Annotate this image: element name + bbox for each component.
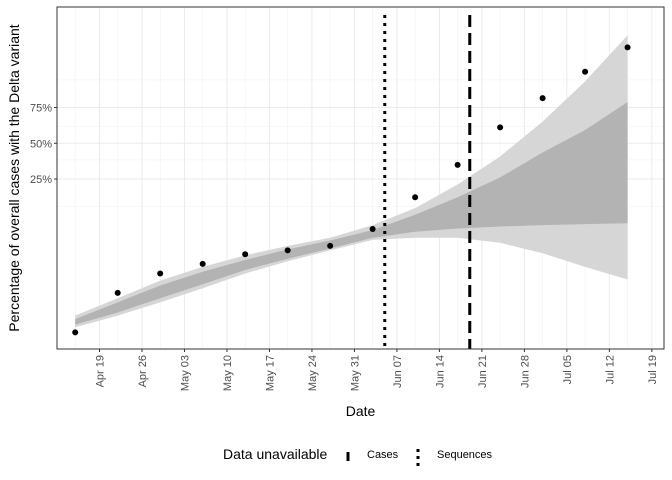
- data-point: [157, 270, 164, 277]
- band-inner: [75, 102, 628, 325]
- data-point: [114, 289, 121, 296]
- y-axis: 25% 50% 75%: [30, 102, 57, 186]
- data-point: [369, 226, 376, 233]
- x-tick-label: May 03: [179, 355, 191, 391]
- x-tick-label: Jul 19: [647, 355, 659, 384]
- data-point: [242, 251, 249, 258]
- x-tick-label: May 17: [264, 355, 276, 391]
- legend: Data unavailable Cases Sequences: [223, 446, 493, 466]
- x-tick-label: Apr 19: [94, 355, 106, 387]
- x-tick-label: Jun 07: [392, 355, 404, 388]
- panel-border: [56, 6, 665, 350]
- data-point: [327, 242, 334, 249]
- data-unavailable-lines: [383, 15, 472, 349]
- legend-label-sequences: Sequences: [437, 449, 493, 461]
- y-tick-label: 25%: [30, 174, 52, 186]
- data-point: [624, 44, 631, 51]
- data-point: [582, 68, 589, 75]
- x-axis: Apr 19 Apr 26 May 03 May 10 May 17 May 24 May …: [94, 349, 659, 391]
- data-point: [412, 194, 419, 201]
- credible-bands: [75, 35, 628, 328]
- data-point: [284, 247, 291, 254]
- x-tick-label: Jun 21: [477, 355, 489, 388]
- x-tick-label: Jul 12: [604, 355, 616, 384]
- legend-title: Data unavailable: [223, 446, 328, 462]
- x-tick-label: Jul 05: [562, 355, 574, 384]
- x-tick-label: May 10: [222, 355, 234, 391]
- y-tick-label: 75%: [30, 102, 52, 114]
- x-tick-label: May 24: [307, 355, 319, 391]
- y-axis-title: Percentage of overall cases with the Del…: [6, 24, 22, 331]
- observed-points: [72, 44, 631, 336]
- x-tick-label: Apr 26: [137, 355, 149, 387]
- x-tick-label: May 31: [349, 355, 361, 391]
- data-point: [454, 161, 461, 168]
- data-point: [497, 124, 504, 131]
- data-point: [539, 95, 546, 102]
- data-point: [199, 260, 206, 267]
- legend-label-cases: Cases: [367, 449, 399, 461]
- data-point: [72, 329, 79, 336]
- x-axis-title: Date: [346, 403, 376, 419]
- x-tick-label: Jun 28: [519, 355, 531, 388]
- x-tick-label: Jun 14: [434, 355, 446, 388]
- y-tick-label: 50%: [30, 138, 52, 150]
